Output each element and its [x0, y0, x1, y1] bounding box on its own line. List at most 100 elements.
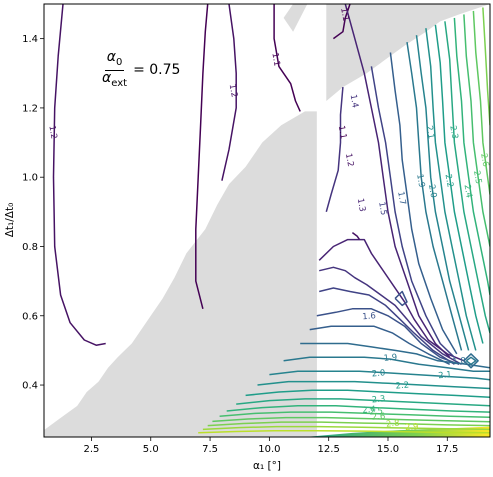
axes-frame	[43, 3, 491, 438]
contour-label-12: 2.1	[424, 125, 436, 140]
x-tick-label-5: 15.0	[377, 444, 399, 455]
contour-label-8: 1.5	[376, 201, 388, 216]
masked-region-lower	[195, 281, 317, 437]
contour-line-2.7	[482, 7, 490, 126]
contour-line-1.5	[370, 66, 455, 358]
contour-line-1.6	[394, 290, 408, 307]
contour-label-25: 2.4	[362, 405, 376, 416]
numerator-symbol: α	[106, 49, 116, 65]
contour-line-2.5	[219, 411, 490, 419]
contour-line-1.7	[309, 325, 451, 365]
contour-line-2.4	[226, 405, 490, 413]
contour-line-2.8	[202, 425, 490, 431]
fraction-numerator: α0	[104, 49, 125, 71]
contour-label-15: 2.4	[462, 184, 474, 199]
contour-label-27: 2.6	[371, 412, 385, 423]
contour-label-0: 1.1	[338, 7, 350, 22]
contour-line-1.2	[221, 4, 237, 181]
contour-label-28: 2.8	[386, 419, 400, 430]
x-tick-label-1: 5.0	[143, 444, 159, 455]
axis-ticks: 2.5 5.0 7.5 10.0 12.5 15.0 17.5 0.4 0.6 0.8 1.0 1.2…	[22, 34, 458, 455]
contour-line-2.3	[236, 398, 490, 407]
contour-line-2.1	[425, 28, 477, 351]
x-axis-label: α₁ [°]	[253, 460, 281, 472]
contour-labels: 1.11.11.21.21.41.11.21.3 1.51.71.92.02.12…	[46, 7, 490, 433]
fraction-denominator: αext	[100, 69, 129, 91]
masked-region-top-notch	[283, 4, 308, 32]
y-tick-label-0: 0.4	[22, 381, 38, 392]
contour-label-24: 2.3	[371, 394, 385, 405]
contour-line-2.2	[245, 389, 490, 398]
contour-label-26: 2.5	[369, 406, 383, 417]
x-tick-label-4: 12.5	[318, 444, 340, 455]
contour-label-10: 1.9	[414, 173, 426, 188]
denominator-symbol: α	[102, 69, 112, 86]
contour-label-6: 1.2	[343, 153, 355, 168]
alpha-ratio-annotation: α0 αext = 0.75	[100, 50, 180, 91]
y-tick-label-5: 1.4	[22, 34, 38, 45]
masked-region-upper-right	[326, 4, 490, 101]
annotation-value: = 0.75	[133, 62, 181, 79]
contour-label-11: 2.0	[426, 184, 438, 199]
contour-line-2.0	[415, 35, 470, 351]
contour-line-2.6	[472, 10, 490, 195]
contour-line-2.7	[207, 421, 490, 427]
contour-label-1: 1.1	[269, 52, 281, 67]
contour-line-2.4	[453, 17, 490, 296]
contour-label-2: 1.2	[227, 83, 239, 98]
contour-label-22: 2.1	[438, 370, 452, 381]
contour-line-1.9	[283, 356, 490, 372]
contour-label-18: 1.6	[362, 311, 376, 322]
contour-line-1.9	[465, 356, 477, 366]
y-axis-label: Δt₁/Δt₀	[4, 203, 16, 238]
contour-label-14: 2.3	[447, 125, 459, 140]
contour-label-5: 1.1	[336, 125, 348, 140]
contour-line-2.0	[269, 370, 490, 381]
y-tick-label-3: 1.0	[22, 173, 38, 184]
contour-line-1.4	[319, 266, 462, 365]
contour-label-3: 1.2	[46, 125, 58, 140]
contour-label-20: 1.8	[452, 356, 466, 367]
contour-line-2.1	[257, 380, 490, 390]
contour-line-1.6	[316, 308, 460, 366]
contour-label-4: 1.4	[348, 94, 360, 109]
contour-line-1.3	[318, 238, 465, 362]
contour-line-1.1	[273, 4, 301, 112]
contour-line-1.1	[195, 4, 209, 309]
contour-line-2.5	[463, 14, 490, 247]
contour-line-1.2	[52, 4, 106, 346]
x-tick-label-6: 17.5	[436, 444, 458, 455]
plot-area	[44, 4, 490, 437]
contour-line-1.8	[300, 342, 490, 369]
x-tick-label-2: 7.5	[202, 444, 218, 455]
masked-region-left	[44, 111, 317, 437]
contour-label-19: 1.9	[383, 353, 397, 364]
contour-label-21: 2.0	[371, 368, 385, 379]
contour-label-29: 2.9	[405, 422, 419, 433]
contour-label-13: 2.2	[443, 173, 455, 188]
contour-label-7: 1.3	[355, 198, 367, 213]
x-tick-label-3: 10.0	[258, 444, 280, 455]
contour-line-1.7	[389, 52, 458, 355]
contour-line-2.2	[434, 24, 484, 344]
contour-line-2.6	[212, 416, 490, 423]
y-tick-label-2: 0.8	[22, 242, 38, 253]
contour-label-23: 2.2	[395, 380, 409, 391]
y-tick-label-4: 1.2	[22, 103, 38, 114]
contour-line-1.2	[351, 231, 361, 241]
contour-label-16: 2.5	[471, 170, 483, 185]
contour-line-1.9	[406, 41, 463, 351]
numerator-subscript: 0	[115, 56, 123, 68]
contour-line-1.5	[319, 287, 455, 365]
alpha-ratio-fraction: α0 αext	[100, 50, 129, 91]
contour-line-1.4	[325, 87, 344, 213]
contour-line-2.9	[198, 430, 490, 434]
denominator-subscript: ext	[111, 77, 128, 89]
y-tick-label-1: 0.6	[22, 311, 38, 322]
contour-label-17: 2.6	[478, 153, 490, 168]
contour-line-1.8	[463, 353, 479, 369]
contour-label-9: 1.7	[395, 191, 407, 206]
contour-line-2.3	[444, 21, 490, 334]
x-tick-label-0: 2.5	[83, 444, 99, 455]
